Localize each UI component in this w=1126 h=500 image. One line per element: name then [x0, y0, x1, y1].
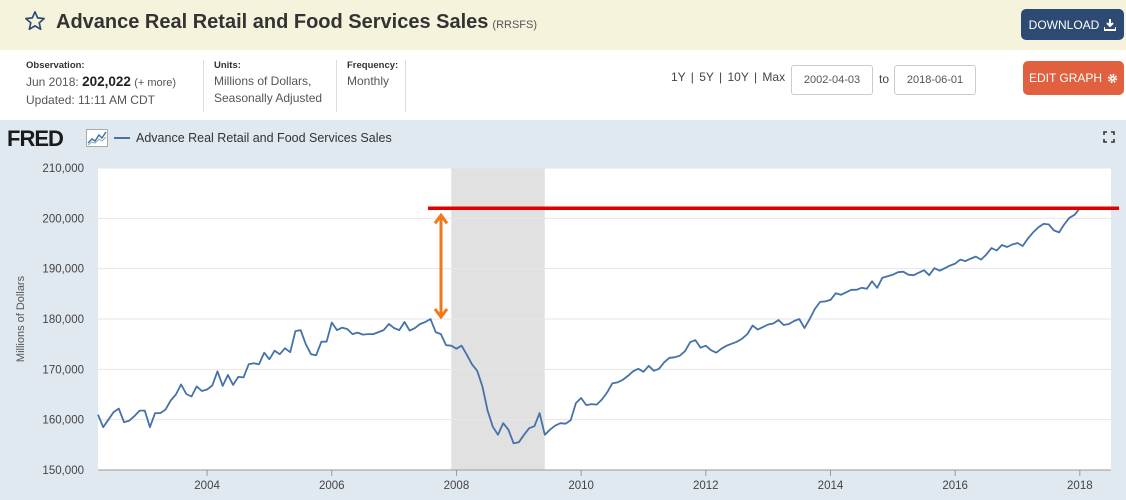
units-label: Units:	[214, 60, 241, 71]
star-icon[interactable]	[24, 10, 46, 32]
download-icon	[1104, 18, 1117, 31]
updated-text: Updated: 11:11 AM CDT	[26, 93, 155, 107]
observation-value: 202,022	[82, 74, 131, 89]
divider	[405, 60, 406, 112]
units-line1: Millions of Dollars,	[214, 74, 312, 88]
download-button[interactable]: DOWNLOAD	[1021, 9, 1124, 40]
y-tick-label: 190,000	[42, 264, 84, 276]
period-selector[interactable]: 1Y | 5Y | 10Y | Max	[671, 70, 786, 84]
chart-legend: Advance Real Retail and Food Services Sa…	[114, 131, 392, 145]
y-tick-label: 180,000	[42, 314, 84, 326]
fred-logo: FRED	[7, 126, 64, 151]
legend-swatch	[114, 137, 130, 139]
y-tick-label: 150,000	[42, 465, 84, 477]
frequency-block: Frequency: Monthly	[347, 60, 398, 90]
annotation-arrow-head-up	[433, 212, 449, 225]
page-title: Advance Real Retail and Food Services Sa…	[56, 11, 537, 34]
x-tick-label: 2006	[319, 480, 345, 492]
y-tick-label: 200,000	[42, 213, 84, 225]
series-line	[97, 207, 1081, 445]
series-header: Advance Real Retail and Food Services Sa…	[0, 0, 1126, 50]
observation-more-link[interactable]: (+ more)	[134, 77, 177, 89]
series-id: (RRSFS)	[492, 19, 538, 31]
frequency-value: Monthly	[347, 74, 390, 88]
edit-graph-label: EDIT GRAPH	[1028, 71, 1103, 85]
y-tick-label: 160,000	[42, 415, 84, 427]
divider	[336, 60, 337, 112]
frequency-label: Frequency:	[347, 60, 399, 71]
fullscreen-icon[interactable]	[1103, 131, 1115, 143]
to-label: to	[879, 72, 890, 86]
x-tick-label: 2008	[444, 480, 470, 492]
x-tick-label: 2004	[194, 480, 220, 492]
x-tick-label: 2014	[818, 480, 844, 492]
units-line2: Seasonally Adjusted	[214, 91, 323, 105]
observation-block: Observation: Jun 2018: 202,022 (+ more) …	[26, 60, 176, 109]
legend-label: Advance Real Retail and Food Services Sa…	[136, 131, 392, 145]
divider	[203, 60, 204, 112]
y-axis-label: Millions of Dollars	[15, 275, 27, 362]
end-date-input[interactable]: 2018-06-01	[894, 65, 976, 95]
x-tick-label: 2012	[693, 480, 719, 492]
edit-graph-button[interactable]: EDIT GRAPH	[1023, 61, 1124, 95]
gear-icon	[1107, 73, 1118, 83]
fred-chart-icon	[86, 129, 108, 147]
x-tick-label: 2010	[568, 480, 594, 492]
observation-label: Observation:	[26, 60, 85, 71]
x-tick-label: 2016	[942, 480, 968, 492]
units-block: Units: Millions of Dollars, Seasonally A…	[214, 60, 322, 107]
y-tick-label: 170,000	[42, 364, 84, 376]
start-date-input[interactable]: 2002-04-03	[791, 65, 873, 95]
series-title: Advance Real Retail and Food Services Sa…	[56, 11, 489, 33]
x-tick-label: 2018	[1067, 480, 1093, 492]
y-tick-label: 210,000	[42, 163, 84, 175]
annotation-arrow-head-down	[433, 308, 449, 320]
observation-date: Jun 2018:	[26, 75, 79, 89]
line-chart: 150,000 160,000 170,000 180,000 190,000 200,0…	[15, 163, 1119, 492]
download-label: DOWNLOAD	[1028, 17, 1100, 32]
